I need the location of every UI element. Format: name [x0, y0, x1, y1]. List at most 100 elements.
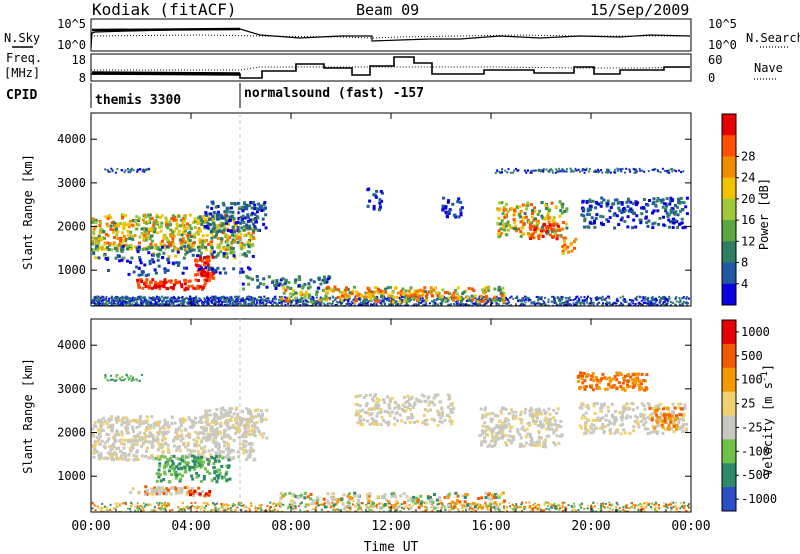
range-gate-cell — [619, 296, 622, 299]
range-gate-cell — [656, 303, 659, 306]
range-gate-cell — [284, 279, 288, 283]
range-gate-cell — [137, 298, 140, 301]
range-gate-cell — [99, 418, 103, 422]
range-gate-cell — [538, 209, 541, 213]
range-gate-cell — [223, 444, 226, 448]
range-gate-cell — [500, 219, 504, 223]
range-gate-cell — [172, 286, 175, 290]
range-gate-cell — [540, 229, 544, 233]
range-gate-cell — [387, 298, 390, 301]
range-gate-cell — [163, 470, 167, 474]
range-gate-cell — [254, 415, 258, 419]
range-gate-cell — [373, 302, 375, 305]
range-gate-cell — [593, 225, 597, 229]
range-gate-cell — [135, 443, 139, 446]
range-gate-cell — [259, 204, 263, 208]
range-gate-cell — [204, 211, 208, 215]
range-gate-cell — [455, 303, 458, 306]
range-gate-cell — [265, 408, 269, 412]
range-gate-cell — [137, 216, 141, 220]
range-gate-cell — [542, 300, 545, 303]
range-gate-cell — [642, 296, 645, 299]
range-gate-cell — [163, 423, 167, 427]
range-gate-cell — [148, 426, 152, 430]
range-gate-cell — [241, 253, 245, 257]
range-gate-cell — [656, 197, 660, 200]
range-gate-cell — [236, 226, 240, 229]
range-gate-cell — [97, 303, 100, 306]
range-gate-cell — [501, 227, 505, 231]
range-gate-cell — [115, 227, 118, 231]
range-gate-cell — [133, 418, 137, 422]
range-gate-cell — [230, 247, 234, 251]
range-gate-cell — [204, 266, 208, 270]
range-gate-cell — [211, 227, 215, 231]
range-gate-cell — [256, 408, 260, 412]
range-gate-cell — [132, 434, 136, 438]
range-gate-cell — [137, 285, 141, 289]
range-gate-cell — [369, 297, 373, 301]
range-gate-cell — [161, 487, 165, 491]
range-gate-cell — [519, 230, 523, 234]
range-gate-cell — [249, 220, 253, 224]
range-gate-cell — [164, 431, 168, 434]
range-gate-cell — [136, 458, 140, 461]
range-gate-cell — [205, 213, 208, 217]
range-gate-cell — [235, 303, 238, 306]
range-gate-cell — [203, 261, 207, 265]
range-gate-cell — [92, 250, 96, 254]
range-gate-cell — [199, 258, 203, 262]
range-gate-cell — [236, 220, 240, 224]
range-gate-cell — [159, 241, 163, 245]
range-gate-cell — [145, 300, 148, 302]
range-gate-cell — [424, 300, 427, 303]
range-gate-cell — [203, 450, 207, 454]
range-gate-cell — [347, 300, 350, 303]
range-gate-cell — [413, 298, 416, 301]
range-gate-cell — [234, 301, 237, 303]
range-gate-cell — [186, 485, 190, 489]
range-gate-cell — [145, 278, 149, 282]
range-gate-cell — [156, 458, 160, 462]
range-gate-cell — [176, 428, 179, 432]
range-gate-cell — [146, 213, 150, 217]
range-gate-cell — [521, 216, 525, 220]
range-gate-cell — [247, 411, 250, 415]
range-gate-cell — [594, 216, 598, 220]
range-gate-cell — [558, 228, 562, 232]
range-gate-cell — [109, 227, 113, 231]
range-gate-cell — [251, 201, 255, 205]
range-gate-cell — [558, 200, 562, 204]
range-gate-cell — [478, 304, 480, 306]
range-gate-cell — [582, 208, 586, 212]
range-gate-cell — [281, 277, 285, 281]
range-gate-cell — [200, 461, 203, 465]
range-gate-cell — [500, 293, 504, 297]
range-gate-cell — [200, 431, 204, 435]
range-gate-cell — [214, 299, 217, 302]
range-gate-cell — [179, 420, 183, 424]
range-gate-cell — [122, 451, 126, 455]
range-gate-cell — [216, 442, 220, 446]
range-gate-cell — [506, 220, 510, 224]
range-gate-cell — [158, 287, 162, 291]
range-gate-cell — [194, 287, 198, 291]
freq-panel-frame — [90, 53, 692, 82]
range-gate-cell — [193, 233, 197, 236]
range-gate-cell — [130, 440, 134, 444]
range-gate-cell — [242, 221, 246, 224]
range-gate-cell — [525, 298, 528, 301]
range-gate-cell — [133, 298, 136, 301]
range-gate-cell — [570, 249, 574, 253]
range-gate-cell — [521, 219, 525, 223]
range-gate-cell — [518, 304, 521, 306]
range-gate-cell — [606, 295, 609, 298]
range-gate-cell — [585, 299, 588, 302]
range-gate-cell — [252, 421, 256, 425]
range-gate-cell — [157, 304, 160, 306]
range-gate-cell — [497, 208, 501, 212]
range-gate-cell — [113, 297, 116, 300]
range-gate-cell — [143, 263, 147, 267]
range-gate-cell — [405, 303, 408, 306]
range-gate-cell — [285, 298, 288, 302]
